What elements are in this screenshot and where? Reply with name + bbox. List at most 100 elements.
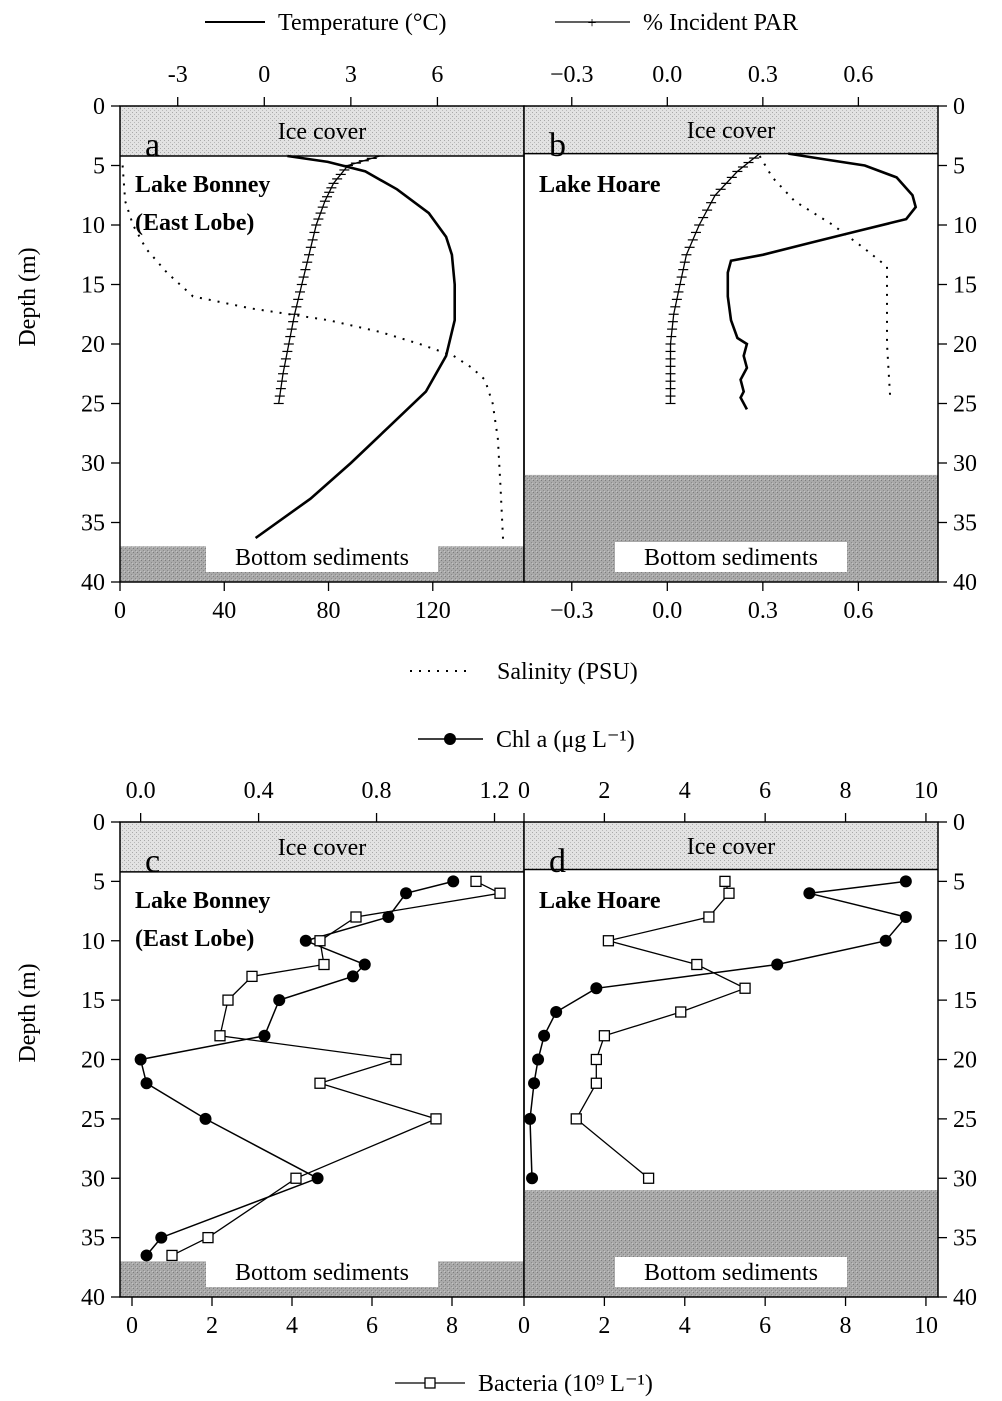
chl-point xyxy=(358,958,371,971)
x-tick-label-bottom: 0 xyxy=(114,598,126,624)
y-tick-label-left: 30 xyxy=(81,1166,105,1192)
x-tick-label-top: 0 xyxy=(518,778,530,804)
y-tick-label-left: 20 xyxy=(81,332,105,358)
panel-letter: c xyxy=(145,843,160,880)
ice-cover-label: Ice cover xyxy=(278,119,367,145)
chl-point xyxy=(155,1231,168,1244)
panel-b: Ice cover Bottom sediments 0 5 10 15 20 25 30 35 4… xyxy=(523,62,977,624)
y-tick-label-right: 10 xyxy=(953,213,977,239)
chl-point xyxy=(311,1172,324,1185)
bacteria-point xyxy=(723,887,735,899)
bottom-sediments-label: Bottom sediments xyxy=(235,1260,409,1286)
y-tick-label-right: 0 xyxy=(953,810,965,836)
bacteria-point xyxy=(350,911,362,923)
sediment-label-box xyxy=(615,542,847,572)
x-tick-label-top: 1.2 xyxy=(480,778,510,804)
y-tick-label-left: 15 xyxy=(81,988,105,1014)
x-tick-label-top: 0.4 xyxy=(244,778,274,804)
chl-point xyxy=(299,934,312,947)
chl-point xyxy=(528,1077,541,1090)
bacteria-point xyxy=(430,1113,442,1125)
bacteria-point xyxy=(290,1172,302,1184)
chl-point xyxy=(771,958,784,971)
x-tick-label-top: 8 xyxy=(840,778,852,804)
bacteria-point xyxy=(390,1053,402,1066)
x-tick-label-bottom: 0 xyxy=(518,1313,530,1339)
chl-point xyxy=(199,1112,212,1125)
ice-cover-band xyxy=(120,822,524,872)
bacteria-point xyxy=(318,958,330,971)
legend-bacteria-label: Bacteria (10⁹ L⁻¹) xyxy=(478,1371,653,1397)
y-tick-label-left: 30 xyxy=(81,451,105,477)
x-tick-label-top: 2 xyxy=(598,778,610,804)
chl-point xyxy=(400,887,413,900)
legend-bottom: Bacteria (10⁹ L⁻¹) xyxy=(395,1371,653,1397)
y-tick-label-left: 35 xyxy=(81,511,105,537)
x-tick-label-bottom: 120 xyxy=(415,598,451,624)
bacteria-point xyxy=(494,887,506,899)
x-tick-label-bottom: 2 xyxy=(598,1313,610,1339)
y-tick-label-right: 15 xyxy=(953,273,977,299)
y-tick-label-right: 5 xyxy=(953,154,965,180)
chl-point xyxy=(532,1053,545,1066)
bacteria-point xyxy=(246,970,258,983)
y-tick-label-right: 30 xyxy=(953,451,977,477)
x-tick-label-top: 6 xyxy=(759,778,771,804)
y-tick-label-left: 40 xyxy=(81,570,105,596)
chl-point xyxy=(140,1077,153,1090)
bacteria-point xyxy=(470,875,482,888)
bacteria-point xyxy=(675,1006,687,1018)
chl-point xyxy=(879,934,892,947)
salinity-line xyxy=(758,155,892,398)
x-tick-label-top: 6 xyxy=(431,62,443,88)
y-tick-label-left: 15 xyxy=(81,273,105,299)
ice-cover-band xyxy=(524,106,938,154)
panel-title-line2: (East Lobe) xyxy=(135,926,254,952)
bottom-sediments-label: Bottom sediments xyxy=(644,545,818,571)
chl-point xyxy=(899,911,912,923)
y-tick-label-right: 20 xyxy=(953,332,977,358)
bottom-sediments-label: Bottom sediments xyxy=(235,545,409,571)
chl-point xyxy=(590,982,603,995)
legend-chl-label: Chl a (μg L⁻¹) xyxy=(496,727,635,753)
bacteria-point xyxy=(166,1249,178,1262)
bacteria-line xyxy=(575,881,747,1179)
depth-label-top: Depth (m) xyxy=(15,247,41,346)
bacteria-point xyxy=(739,982,751,994)
sediment-label-box xyxy=(206,1257,438,1287)
x-tick-label-bottom: 6 xyxy=(366,1313,378,1339)
bacteria-point xyxy=(719,875,731,888)
y-tick-label-right: 15 xyxy=(953,988,977,1014)
panel-title-line1: Lake Bonney xyxy=(135,172,270,198)
bacteria-point xyxy=(570,1113,582,1125)
x-tick-label-bottom: −0.3 xyxy=(550,598,594,624)
bacteria-line xyxy=(171,880,503,1256)
ice-cover-label: Ice cover xyxy=(278,835,367,861)
legend-temperature-label: Temperature (°C) xyxy=(278,10,447,36)
y-tick-label-left: 10 xyxy=(81,929,105,955)
chl-point xyxy=(258,1029,271,1042)
salinity-label: Salinity (PSU) xyxy=(497,659,638,685)
par-line xyxy=(278,155,380,404)
x-tick-label-bottom: 8 xyxy=(840,1313,852,1339)
y-tick-label-left: 10 xyxy=(81,213,105,239)
y-tick-label-right: 5 xyxy=(953,869,965,895)
x-tick-label-bottom: 80 xyxy=(317,598,341,624)
y-tick-label-left: 0 xyxy=(93,810,105,836)
y-tick-label-right: 10 xyxy=(953,929,977,955)
x-tick-label-top: -3 xyxy=(168,62,188,88)
panel-title-line1: Lake Hoare xyxy=(539,888,661,914)
x-tick-label-bottom: 6 xyxy=(759,1313,771,1339)
ice-cover-band xyxy=(524,822,938,870)
bacteria-point xyxy=(314,1077,326,1089)
x-tick-label-bottom: 8 xyxy=(446,1313,458,1339)
y-tick-label-left: 35 xyxy=(81,1226,105,1252)
y-tick-label-right: 25 xyxy=(953,1107,977,1133)
bacteria-point xyxy=(642,1172,655,1184)
x-tick-label-top: 0 xyxy=(258,62,270,88)
chl-point xyxy=(550,1006,563,1018)
x-tick-label-bottom: 0 xyxy=(126,1313,138,1339)
